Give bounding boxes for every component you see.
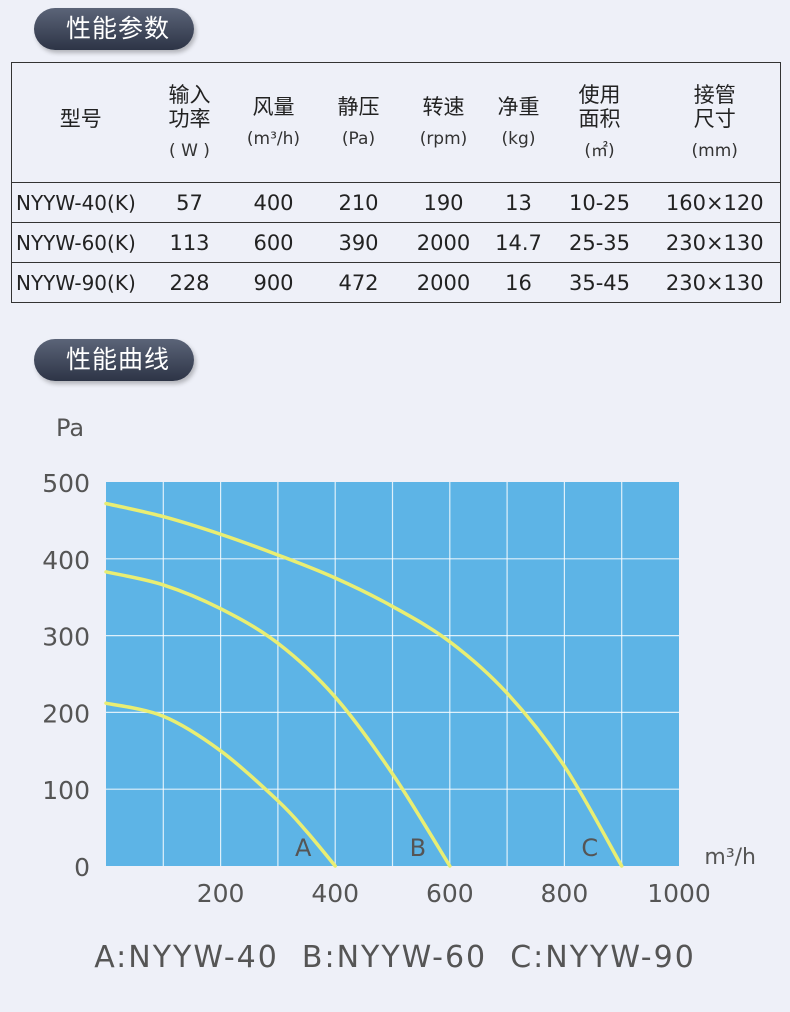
cell-power: 113 <box>149 222 230 263</box>
cell-duct-size: 230×130 <box>649 262 781 303</box>
x-tick-label: 200 <box>197 879 245 908</box>
header-model: 型号 <box>11 62 150 183</box>
table-row: NYYW-90(K) 228 900 472 2000 16 35-45 230… <box>11 262 781 303</box>
y-tick-label: 400 <box>42 546 90 575</box>
header-power: 输入 功率( W ) <box>149 62 230 183</box>
cell-weight: 14.7 <box>487 222 550 263</box>
series-line-a <box>104 701 337 868</box>
cell-area: 25-35 <box>549 222 650 263</box>
series-label-c: C <box>581 834 598 862</box>
performance-chart: 0 100 200 300 400 500 200 400 600 800 1000 Pa m³/h A B… <box>42 414 756 908</box>
series-label-a: A <box>295 834 312 862</box>
y-tick-label: 500 <box>42 469 90 498</box>
cell-weight: 13 <box>505 190 532 215</box>
cell-model: NYYW-40(K) <box>16 190 136 215</box>
header-pressure: 静压 (Pa) <box>317 62 400 183</box>
cell-airflow: 600 <box>229 222 318 263</box>
x-tick-label: 800 <box>541 879 589 908</box>
x-tick-label: 1000 <box>647 879 711 908</box>
cell-area: 35-45 <box>549 262 650 303</box>
cell-speed: 2000 <box>399 262 488 303</box>
cell-airflow: 900 <box>229 262 318 303</box>
cell-power: 228 <box>149 262 230 303</box>
header-area: 使用 面积 (㎡) <box>549 62 650 183</box>
series-line-c <box>104 501 624 868</box>
section-title-chart: 性能曲线 <box>34 339 195 381</box>
cell-duct-size: 230×130 <box>649 222 781 263</box>
series-line-b <box>104 570 452 868</box>
header-speed: 转速 (rpm) <box>399 62 488 183</box>
y-tick-label: 300 <box>42 623 90 652</box>
header-airflow: 风量 (m³/h) <box>229 62 318 183</box>
cell-pressure: 390 <box>317 222 400 263</box>
y-axis-label: Pa <box>56 414 84 442</box>
series-label-b: B <box>410 834 426 862</box>
header-weight: 净重 (kg) <box>487 62 550 183</box>
cell-pressure: 472 <box>317 262 400 303</box>
cell-area: 10-25 <box>568 190 631 215</box>
x-tick-label: 400 <box>311 879 359 908</box>
section-title-specs: 性能参数 <box>34 8 195 50</box>
cell-speed: 2000 <box>399 222 488 263</box>
y-tick-label: 0 <box>74 853 90 882</box>
chart-legend: A:NYYW-40 B:NYYW-60 C:NYYW-90 <box>94 940 696 975</box>
spec-table: 型号 输入 功率( W ) 风量 (m³/h) 静压 (Pa) 转速 (rpm) 净重… <box>11 62 781 303</box>
table-row: NYYW-60(K) 113 600 390 2000 14.7 25-35 2… <box>11 222 781 263</box>
table-row: NYYW-40(K) 57 400 210 190 13 10-25 160×1… <box>12 183 781 223</box>
cell-duct-size: 160×120 <box>665 190 764 215</box>
y-tick-label: 200 <box>42 699 90 728</box>
table-header-row: 型号 输入 功率( W ) 风量 (m³/h) 静压 (Pa) 转速 (rpm) 净重… <box>11 62 781 183</box>
cell-airflow: 400 <box>253 190 294 215</box>
x-axis-label: m³/h <box>704 845 756 870</box>
y-tick-label: 100 <box>42 776 90 805</box>
cell-pressure: 210 <box>338 190 379 215</box>
cell-model: NYYW-90(K) <box>11 262 150 303</box>
cell-weight: 16 <box>487 262 550 303</box>
cell-speed: 190 <box>423 190 464 215</box>
cell-model: NYYW-60(K) <box>11 222 150 263</box>
header-duct-size: 接管 尺寸 (mm) <box>649 62 781 183</box>
cell-power: 57 <box>176 190 203 215</box>
x-tick-label: 600 <box>426 879 474 908</box>
